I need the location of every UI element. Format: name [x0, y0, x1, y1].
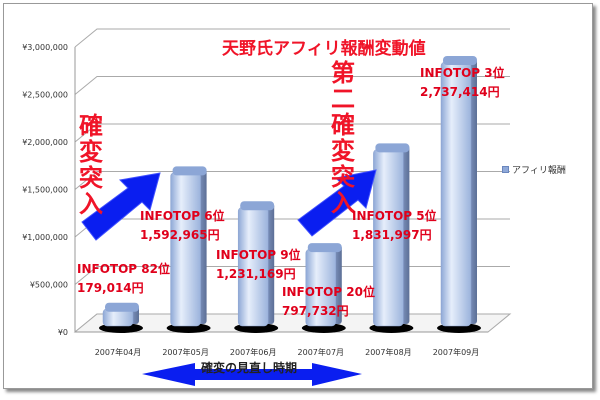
- period-label: 確変の見直し時期: [201, 361, 298, 375]
- bar-top: [105, 302, 139, 312]
- amount-label: 1,831,997円: [352, 228, 432, 242]
- chart-title: 天野氏アフィリ報酬変動値: [222, 39, 426, 59]
- gridline: [74, 76, 510, 95]
- period-arrow: [142, 363, 362, 386]
- amount-label: 1,231,169円: [216, 267, 296, 281]
- legend: アフィリ報酬: [502, 163, 566, 176]
- legend-label: アフィリ報酬: [512, 166, 566, 176]
- x-tick-label: 2007年09月: [433, 347, 480, 357]
- rank-label: INFOTOP 20位: [282, 285, 375, 299]
- bar-top: [172, 166, 207, 176]
- bar-top: [443, 56, 477, 65]
- arrow-callout-1: [81, 172, 161, 241]
- legend-swatch: [502, 166, 509, 173]
- x-tick-label: 2007年06月: [230, 347, 277, 357]
- bar-top: [307, 243, 342, 253]
- amount-label: 1,592,965円: [140, 228, 220, 242]
- bar-top: [240, 201, 275, 211]
- amount-label: 797,732円: [282, 304, 349, 318]
- callout-kakuhen: 確変突入: [79, 112, 103, 218]
- bar[interactable]: [170, 172, 201, 327]
- rank-label: INFOTOP 6位: [140, 209, 225, 223]
- data-label: INFOTOP 20位 797,732円: [282, 283, 375, 321]
- y-tick-label: ¥2,500,000: [22, 91, 68, 100]
- y-tick-label: ¥500,000: [30, 281, 68, 290]
- gridline: [74, 266, 510, 285]
- rank-label: INFOTOP 82位: [77, 262, 170, 276]
- arrow-callout-2: [297, 169, 377, 237]
- data-label: INFOTOP 82位 179,014円: [77, 260, 170, 298]
- rank-label: INFOTOP 5位: [352, 209, 437, 223]
- data-label: INFOTOP 5位 1,831,997円: [352, 207, 437, 245]
- callout-second-kakuhen: 第二確変突入: [331, 59, 355, 217]
- y-tick-label: ¥3,000,000: [22, 43, 68, 52]
- data-label: INFOTOP 9位 1,231,169円: [216, 246, 301, 284]
- rank-label: INFOTOP 3位: [420, 66, 505, 80]
- y-tick-label: ¥1,500,000: [22, 186, 68, 195]
- y-tick-label: ¥2,000,000: [22, 138, 68, 147]
- x-tick-label: 2007年08月: [365, 347, 412, 357]
- y-tick-label: ¥1,000,000: [22, 233, 68, 242]
- x-tick-label: 2007年07月: [298, 347, 345, 357]
- rank-label: INFOTOP 9位: [216, 248, 301, 262]
- amount-label: 179,014円: [77, 281, 144, 295]
- gridline: [74, 123, 510, 143]
- data-label: INFOTOP 3位 2,737,414円: [420, 64, 505, 102]
- x-tick-label: 2007年05月: [162, 347, 209, 357]
- bar-top: [375, 143, 410, 153]
- gridline: [74, 28, 510, 48]
- x-tick-label: 2007年04月: [95, 347, 142, 357]
- y-tick-label: ¥0: [58, 328, 68, 337]
- data-label: INFOTOP 6位 1,592,965円: [140, 207, 225, 245]
- amount-label: 2,737,414円: [420, 85, 500, 99]
